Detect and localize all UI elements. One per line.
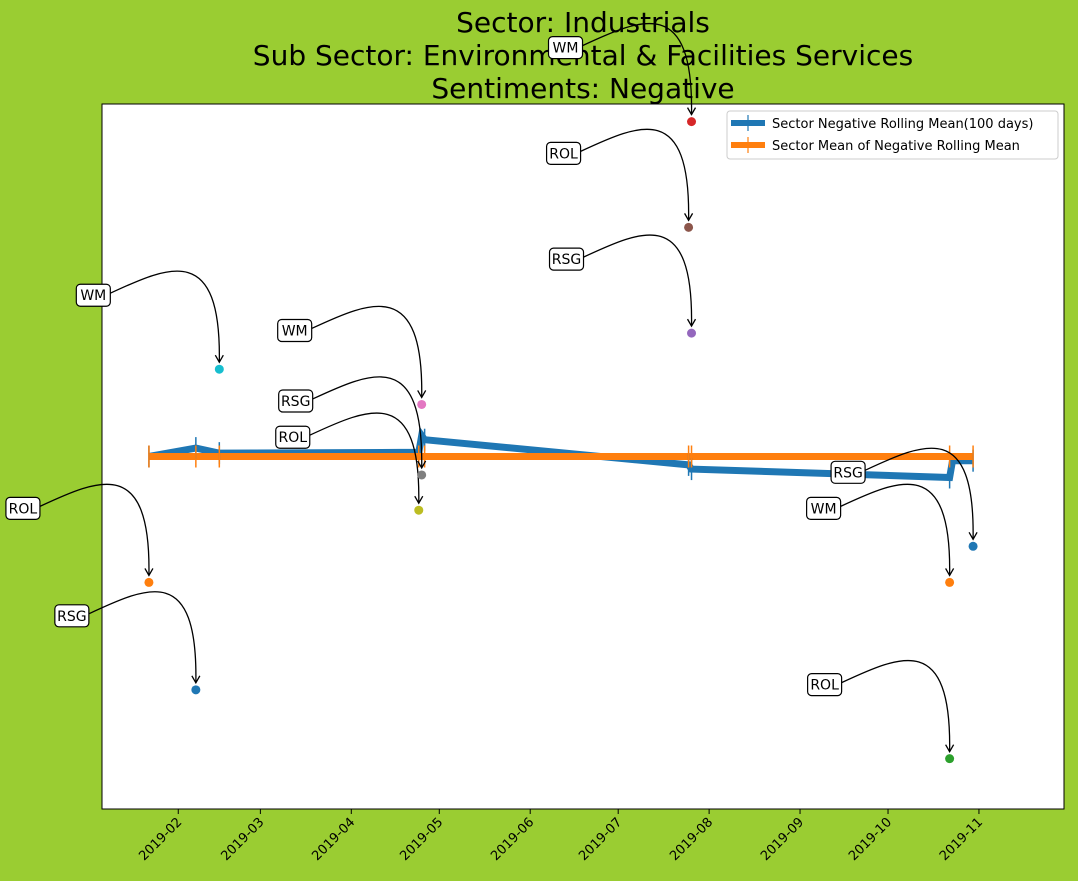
annotation-arrow	[580, 128, 690, 221]
legend-label-sector-mean: Sector Mean of Negative Rolling Mean	[772, 139, 1020, 154]
annotation-label-rol: ROL	[278, 430, 307, 446]
annotation-box	[5, 496, 41, 520]
x-tick-label: 2019-03	[218, 815, 267, 864]
x-axis: 2019-02 2019-03 2019-04 2019-05 2019-06 2019-…	[136, 809, 986, 864]
annotation-box	[75, 283, 111, 307]
annotation-label-rol: ROL	[810, 678, 839, 694]
annotation-arrow	[88, 591, 197, 683]
legend-box	[726, 110, 1059, 160]
annotation-label-wm: WM	[811, 501, 837, 517]
annotation-arrowhead	[417, 390, 427, 399]
annotation-arrow	[840, 483, 951, 576]
annotation-label-wm: WM	[282, 323, 308, 339]
annotation-label-rol: ROL	[549, 146, 578, 162]
plot-layer	[148, 426, 974, 489]
annotation-box	[830, 460, 866, 484]
annotation-arrow	[864, 447, 974, 540]
annotation-arrowhead	[968, 531, 978, 541]
legend-label-rolling-mean: Sector Negative Rolling Mean(100 days)	[772, 117, 1033, 132]
annotation-arrowhead	[945, 744, 955, 753]
annotation-arrow	[309, 412, 420, 504]
data-point-wm	[945, 577, 955, 587]
annotations: ROL RSG WM ROL RSG WM WM ROL RSG RSG WM ROL	[5, 22, 978, 764]
annotation-arrowhead	[945, 568, 955, 577]
annotation-arrowhead	[686, 318, 697, 328]
annotation-arrowhead	[417, 460, 427, 470]
annotation-label-wm: WM	[80, 288, 106, 304]
annotation-arrow	[110, 270, 220, 363]
data-point-rsg	[191, 685, 201, 695]
x-tick-label: 2019-07	[576, 815, 625, 864]
annotation-label-wm: WM	[553, 41, 579, 57]
annotation-box	[545, 141, 582, 165]
annotation-label-rsg: RSG	[833, 465, 862, 481]
annotation-arrow	[841, 659, 951, 752]
data-point-rsg	[417, 470, 427, 480]
data-point-rol	[414, 505, 424, 515]
annotation-arrow	[582, 22, 693, 115]
annotation-label-rsg: RSG	[552, 252, 581, 268]
data-point-rsg	[687, 328, 697, 338]
data-point-rol	[945, 754, 955, 764]
annotation-box	[807, 673, 843, 697]
annotation-arrowhead	[686, 107, 697, 116]
data-point-wm	[214, 364, 224, 374]
annotation-arrowhead	[144, 568, 154, 577]
x-tick-label: 2019-05	[397, 815, 446, 864]
annotation-arrowhead	[684, 213, 694, 222]
annotation-arrowhead	[214, 354, 224, 364]
annotation-arrow	[39, 483, 150, 576]
annotation-box	[54, 604, 90, 628]
data-point-wm	[687, 117, 697, 127]
annotation-arrowhead	[191, 675, 201, 685]
chart-title-line-3: Sentiments: Negative	[431, 72, 734, 105]
annotation-label-rsg: RSG	[57, 609, 86, 625]
data-point-rsg	[968, 541, 978, 551]
annotation-arrow	[312, 376, 423, 468]
annotation-box	[547, 36, 584, 60]
x-tick-label: 2019-08	[667, 815, 716, 864]
plot-frame	[101, 103, 1065, 810]
annotation-box	[548, 247, 585, 271]
x-tick-label: 2019-04	[309, 815, 358, 864]
annotation-box	[278, 389, 314, 413]
data-point-rol	[144, 577, 154, 587]
annotation-arrowhead	[414, 495, 424, 505]
x-tick-label: 2019-11	[937, 815, 986, 864]
x-tick-label: 2019-09	[758, 815, 807, 864]
annotation-box	[806, 496, 842, 520]
annotation-label-rsg: RSG	[281, 394, 310, 410]
annotation-box	[277, 318, 313, 343]
annotation-box	[275, 425, 311, 449]
chart-title-line-1: Sector: Industrials	[456, 6, 710, 39]
legend: Sector Negative Rolling Mean(100 days) S…	[726, 110, 1059, 160]
x-tick-label: 2019-06	[488, 815, 537, 864]
annotation-arrow	[583, 234, 693, 327]
data-point-rol	[684, 222, 694, 232]
annotation-arrow	[311, 305, 423, 398]
x-tick-label: 2019-02	[136, 815, 185, 864]
x-tick-label: 2019-10	[846, 815, 895, 864]
annotation-label-rol: ROL	[9, 501, 38, 517]
data-point-wm	[417, 399, 427, 409]
